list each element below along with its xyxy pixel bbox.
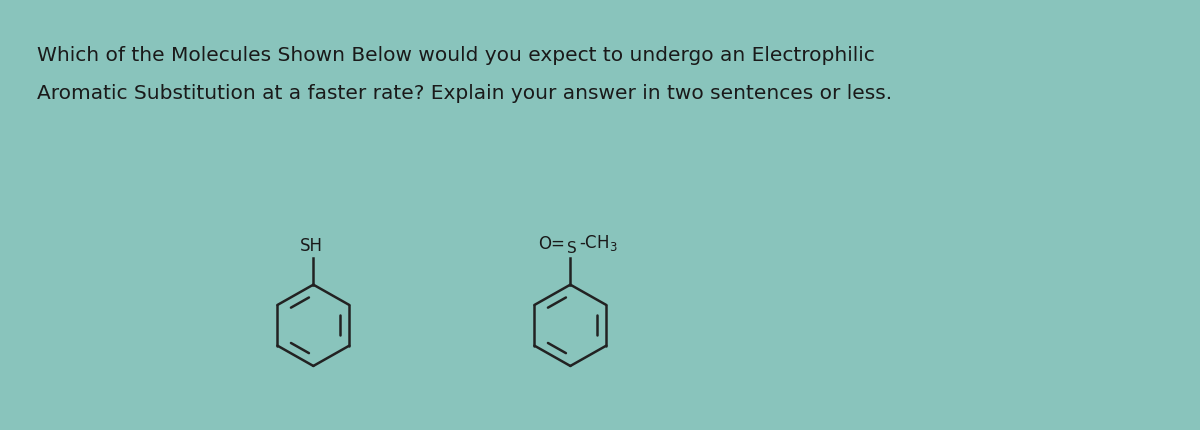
Text: S: S	[568, 241, 577, 256]
Text: -CH$_3$: -CH$_3$	[580, 233, 618, 253]
Text: Which of the Molecules Shown Below would you expect to undergo an Electrophilic: Which of the Molecules Shown Below would…	[36, 46, 875, 64]
Text: SH: SH	[300, 237, 323, 255]
Text: O=: O=	[539, 235, 565, 253]
Text: Aromatic Substitution at a faster rate? Explain your answer in two sentences or : Aromatic Substitution at a faster rate? …	[36, 84, 892, 103]
